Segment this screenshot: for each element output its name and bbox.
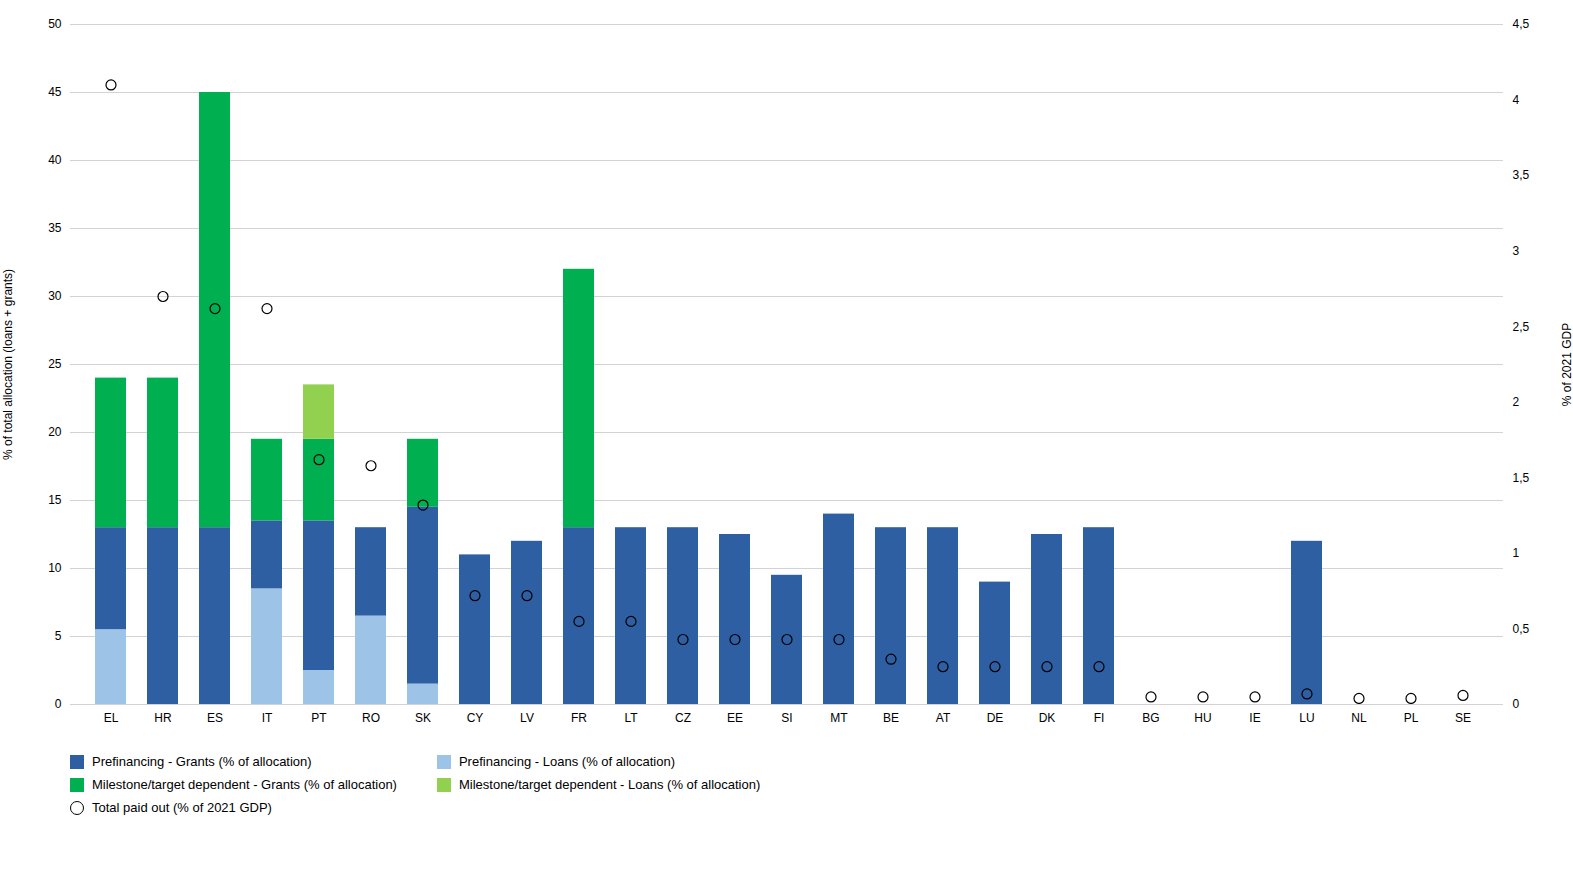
- svg-text:HU: HU: [1194, 711, 1211, 725]
- svg-text:25: 25: [48, 357, 62, 371]
- svg-text:PT: PT: [311, 711, 327, 725]
- svg-text:30: 30: [48, 289, 62, 303]
- svg-text:2,5: 2,5: [1513, 320, 1530, 334]
- svg-text:3: 3: [1513, 244, 1520, 258]
- svg-text:FI: FI: [1094, 711, 1105, 725]
- svg-text:20: 20: [48, 425, 62, 439]
- svg-text:DE: DE: [987, 711, 1004, 725]
- svg-text:SK: SK: [415, 711, 431, 725]
- svg-text:LV: LV: [520, 711, 534, 725]
- svg-text:BG: BG: [1142, 711, 1159, 725]
- svg-text:50: 50: [48, 17, 62, 31]
- svg-text:LT: LT: [624, 711, 638, 725]
- svg-text:EL: EL: [104, 711, 119, 725]
- svg-text:4: 4: [1513, 93, 1520, 107]
- svg-text:LU: LU: [1299, 711, 1314, 725]
- html-text:Prefinancing - Loans (% of all: Prefinancing - Loans (% of allocation): [459, 754, 675, 769]
- svg-text:40: 40: [48, 153, 62, 167]
- svg-text:2: 2: [1513, 395, 1520, 409]
- html-text:Milestone/target dependent - G: Milestone/target dependent - Grants (% o…: [92, 777, 397, 792]
- svg-text:BE: BE: [883, 711, 899, 725]
- svg-text:5: 5: [55, 629, 62, 643]
- svg-text:4,5: 4,5: [1513, 17, 1530, 31]
- svg-text:ES: ES: [207, 711, 223, 725]
- svg-text:MT: MT: [830, 711, 848, 725]
- html-text:Milestone/target dependent - L: Milestone/target dependent - Loans (% of…: [459, 777, 761, 792]
- html-text:Total paid out (% of 2021 GDP): Total paid out (% of 2021 GDP): [92, 800, 272, 815]
- svg-text:RO: RO: [362, 711, 380, 725]
- svg-text:AT: AT: [936, 711, 951, 725]
- svg-text:35: 35: [48, 221, 62, 235]
- svg-text:CZ: CZ: [675, 711, 691, 725]
- svg-text:3,5: 3,5: [1513, 168, 1530, 182]
- svg-text:SI: SI: [781, 711, 792, 725]
- svg-text:IT: IT: [262, 711, 273, 725]
- svg-text:0,5: 0,5: [1513, 622, 1530, 636]
- svg-text:EE: EE: [727, 711, 743, 725]
- svg-text:DK: DK: [1039, 711, 1056, 725]
- svg-text:FR: FR: [571, 711, 587, 725]
- svg-text:NL: NL: [1351, 711, 1367, 725]
- svg-text:0: 0: [1513, 697, 1520, 711]
- html-text:Prefinancing - Grants (% of al: Prefinancing - Grants (% of allocation): [92, 754, 312, 769]
- svg-text:SE: SE: [1455, 711, 1471, 725]
- svg-text:HR: HR: [154, 711, 172, 725]
- svg-text:1: 1: [1513, 546, 1520, 560]
- svg-text:45: 45: [48, 85, 62, 99]
- svg-text:CY: CY: [467, 711, 484, 725]
- svg-text:% of 2021 GDP: % of 2021 GDP: [1560, 323, 1573, 406]
- svg-text:IE: IE: [1249, 711, 1260, 725]
- svg-text:10: 10: [48, 561, 62, 575]
- svg-text:0: 0: [55, 697, 62, 711]
- svg-text:% of total allocation (loans +: % of total allocation (loans + grants): [1, 269, 15, 460]
- svg-text:1,5: 1,5: [1513, 471, 1530, 485]
- svg-text:15: 15: [48, 493, 62, 507]
- svg-text:PL: PL: [1404, 711, 1419, 725]
